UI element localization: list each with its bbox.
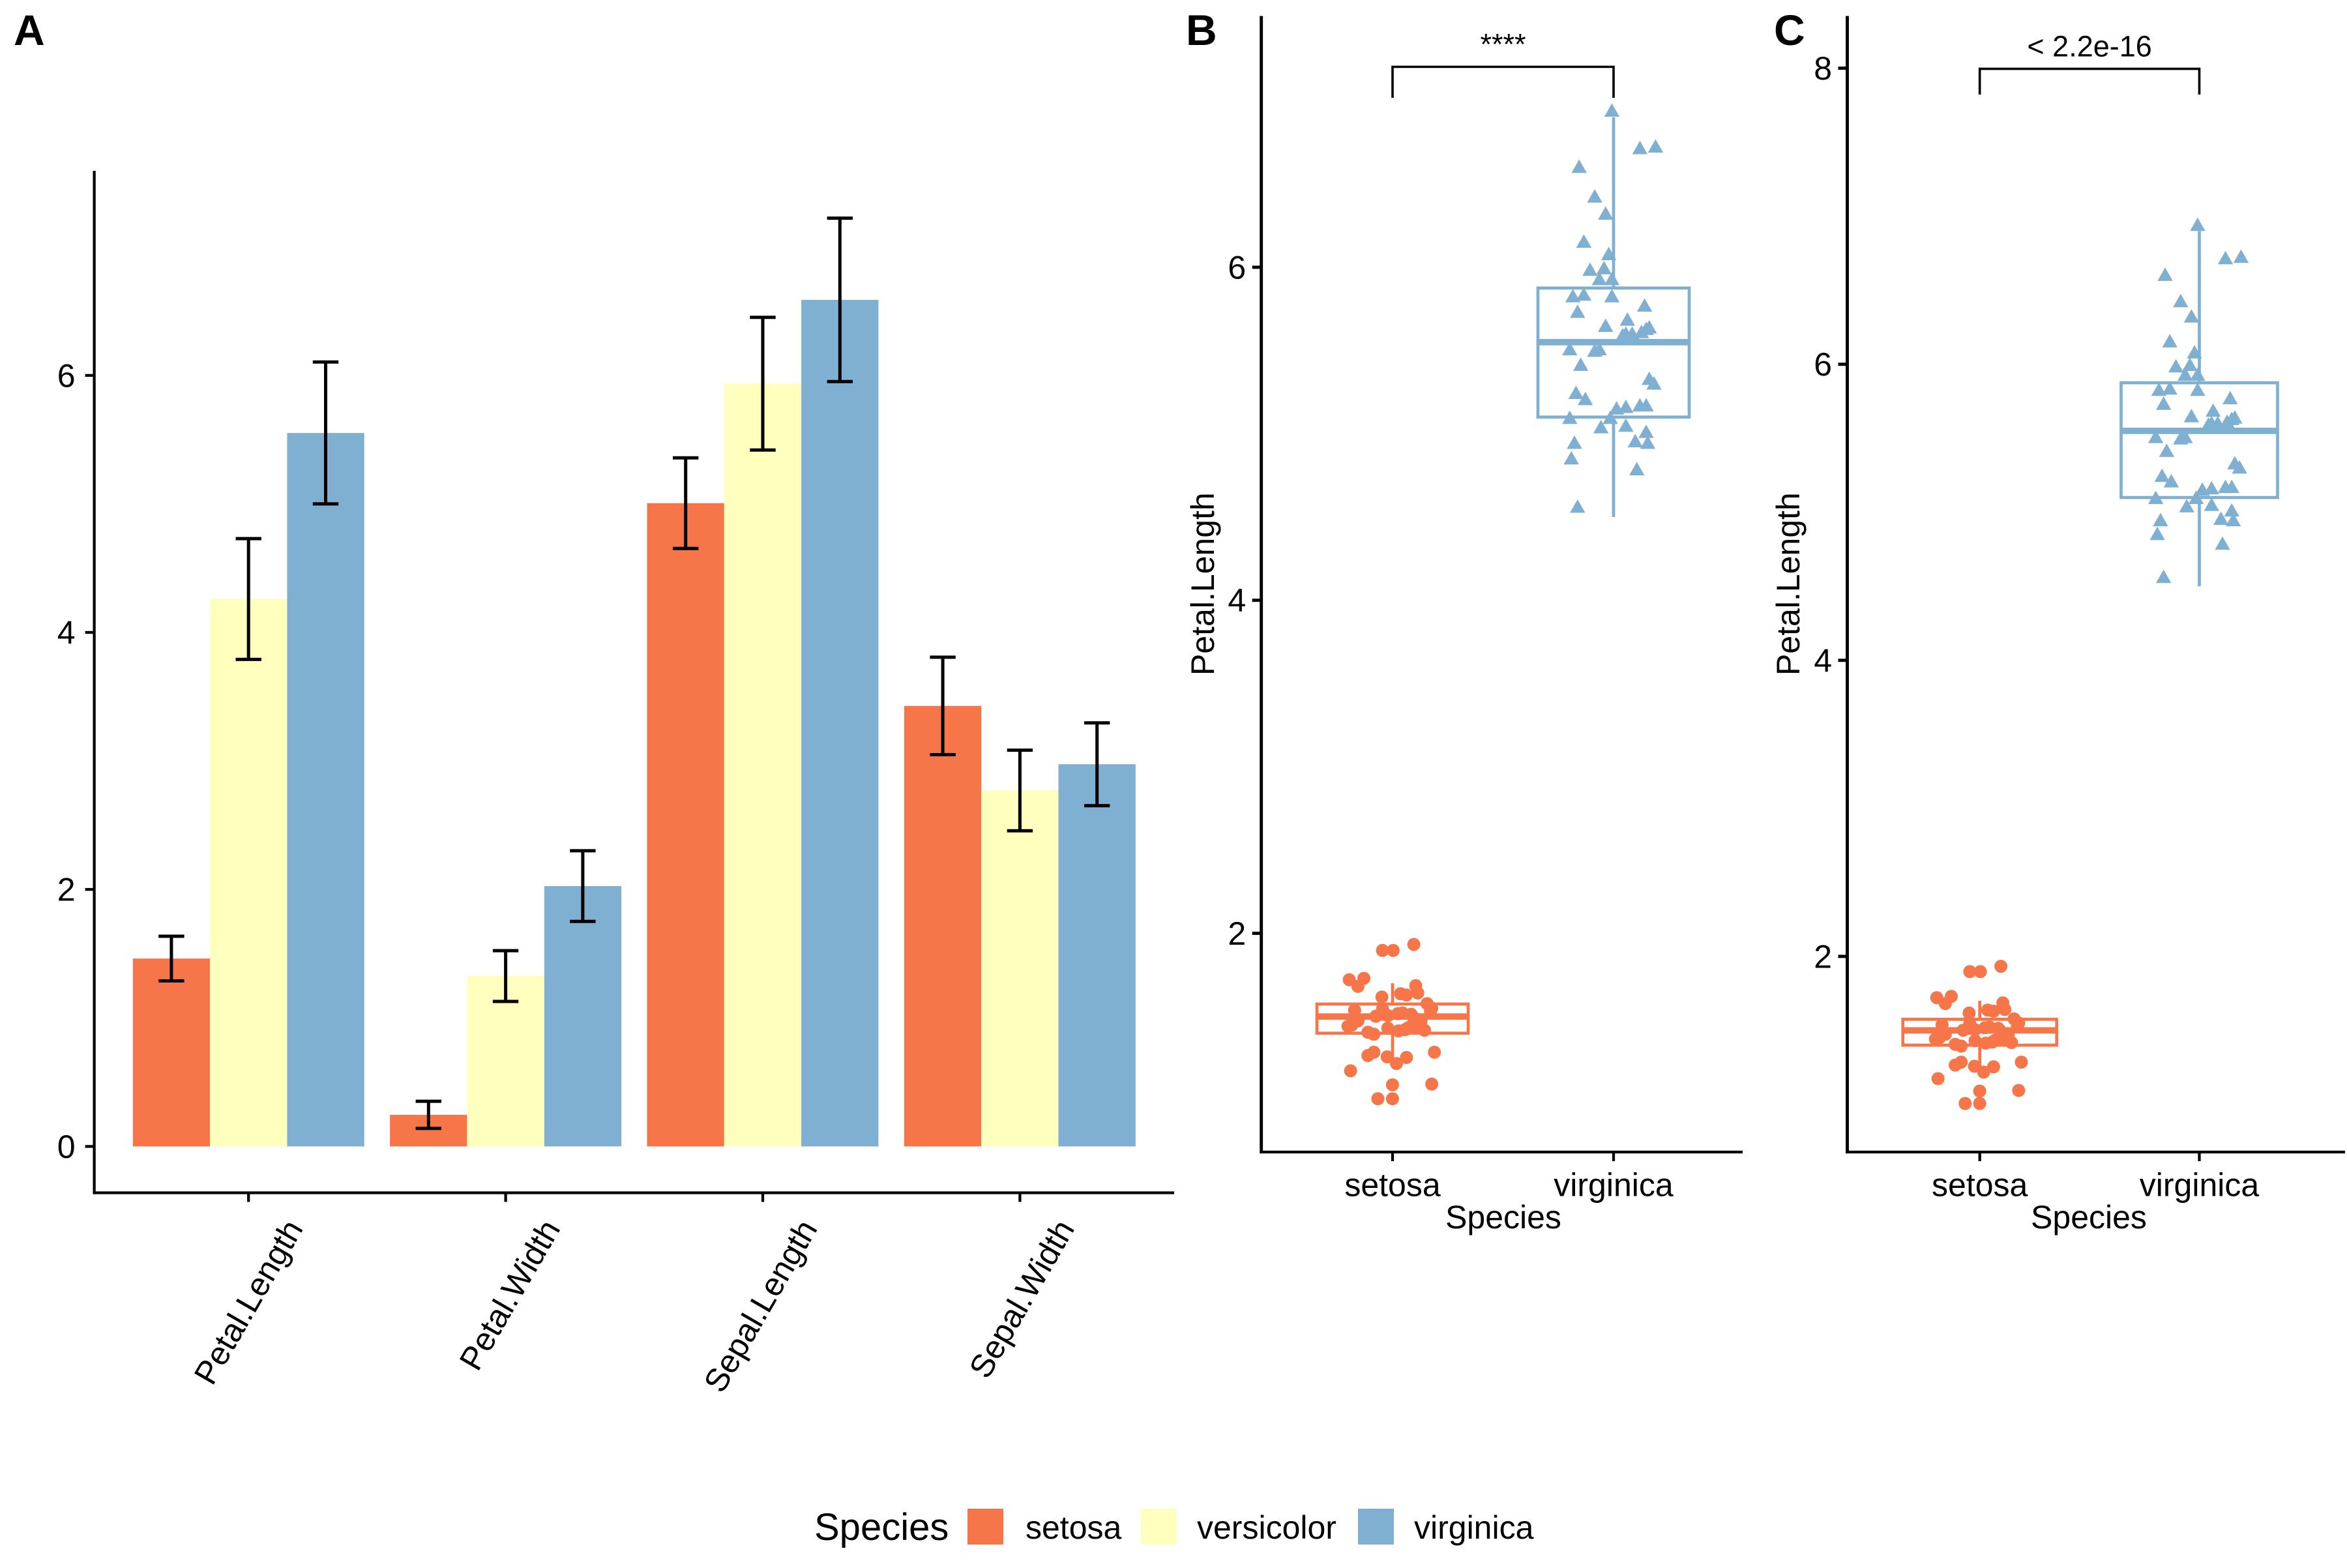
svg-text:virginica: virginica bbox=[1414, 1509, 1534, 1546]
svg-text:8: 8 bbox=[1814, 50, 1832, 87]
svg-text:C: C bbox=[1774, 6, 1805, 54]
svg-text:6: 6 bbox=[57, 357, 76, 394]
svg-text:0: 0 bbox=[57, 1129, 76, 1165]
svg-text:setosa: setosa bbox=[1344, 1167, 1441, 1204]
svg-text:2: 2 bbox=[1228, 915, 1246, 952]
svg-text:2: 2 bbox=[57, 872, 76, 908]
svg-text:virginica: virginica bbox=[2140, 1167, 2260, 1204]
svg-text:B: B bbox=[1186, 6, 1217, 54]
svg-text:6: 6 bbox=[1814, 346, 1832, 383]
svg-text:Species: Species bbox=[2031, 1199, 2147, 1235]
svg-text:6: 6 bbox=[1228, 249, 1246, 286]
svg-text:2: 2 bbox=[1814, 938, 1832, 975]
svg-text:setosa: setosa bbox=[1932, 1167, 2028, 1204]
svg-text:Petal.Length: Petal.Length bbox=[1770, 492, 1807, 675]
svg-text:Petal.Length: Petal.Length bbox=[1185, 492, 1221, 675]
svg-text:4: 4 bbox=[57, 615, 76, 651]
svg-text:setosa: setosa bbox=[1026, 1509, 1122, 1546]
svg-text:A: A bbox=[14, 6, 45, 54]
svg-text:Species: Species bbox=[1445, 1199, 1561, 1235]
svg-text:< 2.2e-16: < 2.2e-16 bbox=[2027, 30, 2151, 63]
svg-text:4: 4 bbox=[1228, 582, 1246, 619]
svg-text:4: 4 bbox=[1814, 642, 1832, 679]
svg-text:versicolor: versicolor bbox=[1197, 1509, 1336, 1546]
svg-text:virginica: virginica bbox=[1554, 1167, 1674, 1204]
svg-text:Species: Species bbox=[814, 1506, 949, 1548]
svg-text:****: **** bbox=[1480, 28, 1526, 61]
